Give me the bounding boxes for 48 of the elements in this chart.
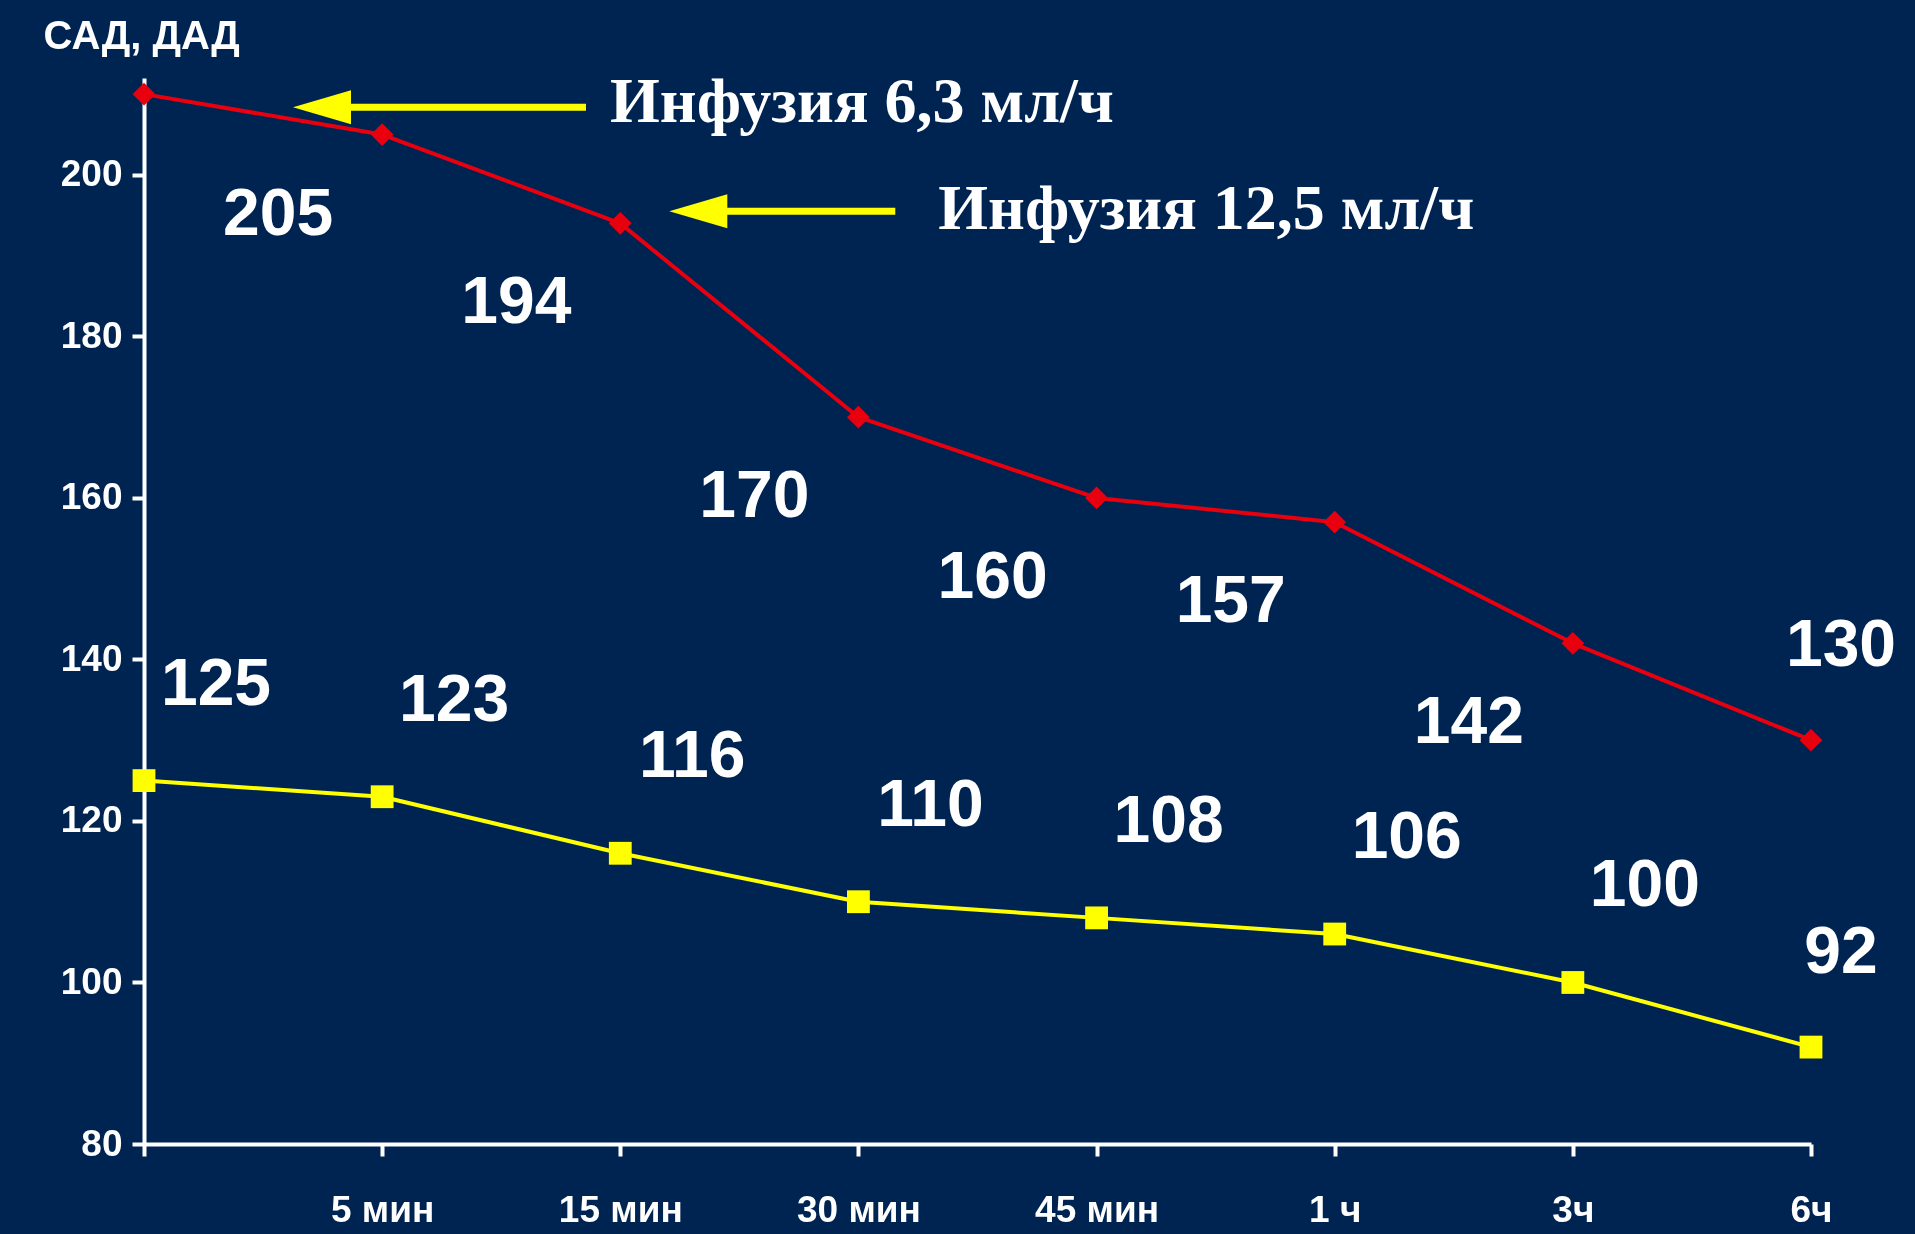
data-label: 125 [160,644,272,719]
x-tick-label: 1 ч [1309,1188,1362,1230]
y-tick-label: 120 [60,799,123,841]
point [370,123,394,146]
y-tick-label: 140 [60,637,123,679]
point [1799,728,1823,752]
point [370,785,394,809]
point [847,890,870,914]
data-label: 123 [399,660,510,735]
point [1799,1035,1823,1059]
y-tick-label: 180 [60,314,123,356]
x-tick-label: 30 мин [796,1188,921,1230]
point [847,405,870,429]
x-tick-label: 15 мин [558,1188,683,1230]
data-label: 110 [877,765,984,840]
data-label: 116 [639,717,746,792]
data-label: 142 [1413,683,1524,758]
data-label: 157 [1175,562,1286,637]
annotation: Инфузия 6,3 мл/ч [610,65,1114,137]
x-tick-label: 45 мин [1035,1188,1160,1230]
point [132,769,156,792]
point [1085,906,1108,930]
point [132,82,156,106]
y-tick-label: 80 [81,1122,123,1164]
data-label: 130 [1785,606,1897,681]
y-tick-label: 100 [60,960,123,1002]
x-tick-label: 5 мин [330,1188,435,1230]
x-tick-label: 3ч [1552,1188,1595,1230]
point [1085,486,1108,510]
y-tick-label: 160 [60,476,123,518]
data-label: 92 [1804,913,1878,988]
x-tick-label: 6ч [1790,1188,1833,1230]
data-label: 205 [223,174,334,249]
point [1561,971,1585,994]
annotation: Инфузия 12,5 мл/ч [938,172,1475,244]
data-label: 108 [1113,781,1224,856]
y-tick-label: 200 [60,153,123,195]
data-label: 170 [699,457,810,532]
data-label: 100 [1589,846,1700,921]
point [1323,510,1347,534]
point [608,211,632,235]
point [1323,922,1347,946]
point [608,841,632,865]
data-label: 160 [937,537,1048,612]
data-label: 194 [461,263,572,338]
point [1561,631,1585,655]
y-axis-title: САД, ДАД [43,12,240,57]
data-label: 106 [1351,798,1462,873]
